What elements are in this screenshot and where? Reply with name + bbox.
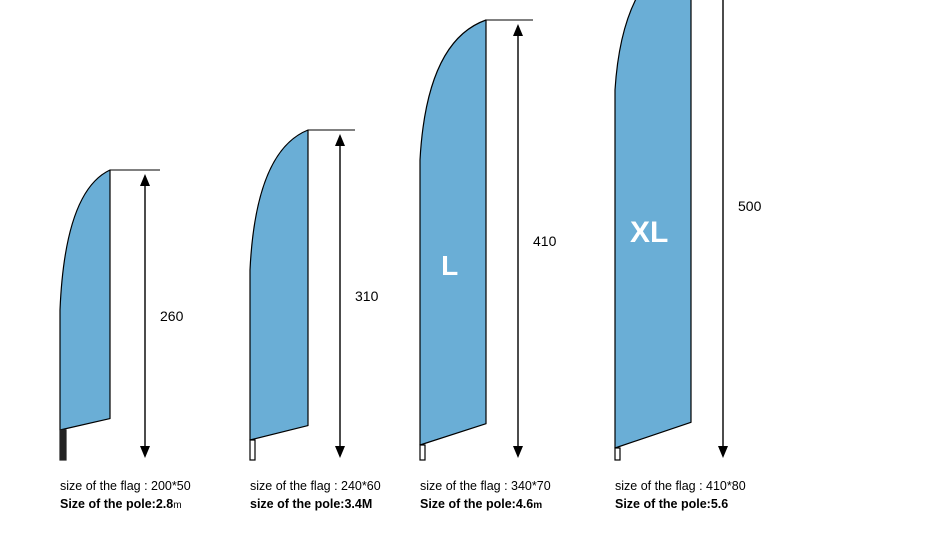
caption-pole-size: Size of the pole:2.8m	[60, 496, 191, 514]
arrow-up-icon	[513, 24, 523, 36]
caption-pole-size: size of the pole:3.4M	[250, 496, 381, 514]
flag-l: L 410	[420, 20, 557, 460]
arrow-up-icon	[335, 134, 345, 146]
flag-caption-l: size of the flag : 340*70Size of the pol…	[420, 478, 551, 513]
flag-pole	[420, 445, 425, 460]
arrow-up-icon	[140, 174, 150, 186]
flag-shape	[60, 170, 110, 430]
dimension-value: 410	[533, 233, 557, 249]
dimension-value: 260	[160, 308, 184, 324]
flag-xl: XL 500	[615, 0, 762, 460]
caption-pole-size: Size of the pole:5.6	[615, 496, 746, 514]
flag-pole	[60, 430, 66, 460]
flag-size-label: XL	[630, 216, 668, 249]
flag-caption-xl: size of the flag : 410*80Size of the pol…	[615, 478, 746, 513]
flag-caption-m: size of the flag : 240*60size of the pol…	[250, 478, 381, 513]
flag-pole	[615, 448, 620, 460]
diagram-svg: S260M310 L 410 XL 500	[0, 0, 941, 530]
flag-shape	[250, 130, 308, 440]
flag-size-label: L	[441, 250, 458, 281]
caption-flag-size: size of the flag : 340*70	[420, 478, 551, 496]
dimension-value: 310	[355, 288, 379, 304]
flag-shape	[420, 20, 486, 445]
arrow-down-icon	[513, 446, 523, 458]
flag-caption-s: size of the flag : 200*50Size of the pol…	[60, 478, 191, 513]
caption-flag-size: size of the flag : 410*80	[615, 478, 746, 496]
flag-s: S260	[0, 170, 184, 530]
dimension-value: 500	[738, 198, 762, 214]
flag-size-diagram: S260M310 L 410 XL 500 size of the flag : 200*…	[0, 0, 941, 530]
flag-m: M310	[222, 130, 378, 530]
arrow-down-icon	[718, 446, 728, 458]
arrow-down-icon	[335, 446, 345, 458]
flag-pole	[250, 440, 255, 460]
caption-flag-size: size of the flag : 240*60	[250, 478, 381, 496]
caption-flag-size: size of the flag : 200*50	[60, 478, 191, 496]
arrow-down-icon	[140, 446, 150, 458]
caption-pole-size: Size of the pole:4.6m	[420, 496, 551, 514]
